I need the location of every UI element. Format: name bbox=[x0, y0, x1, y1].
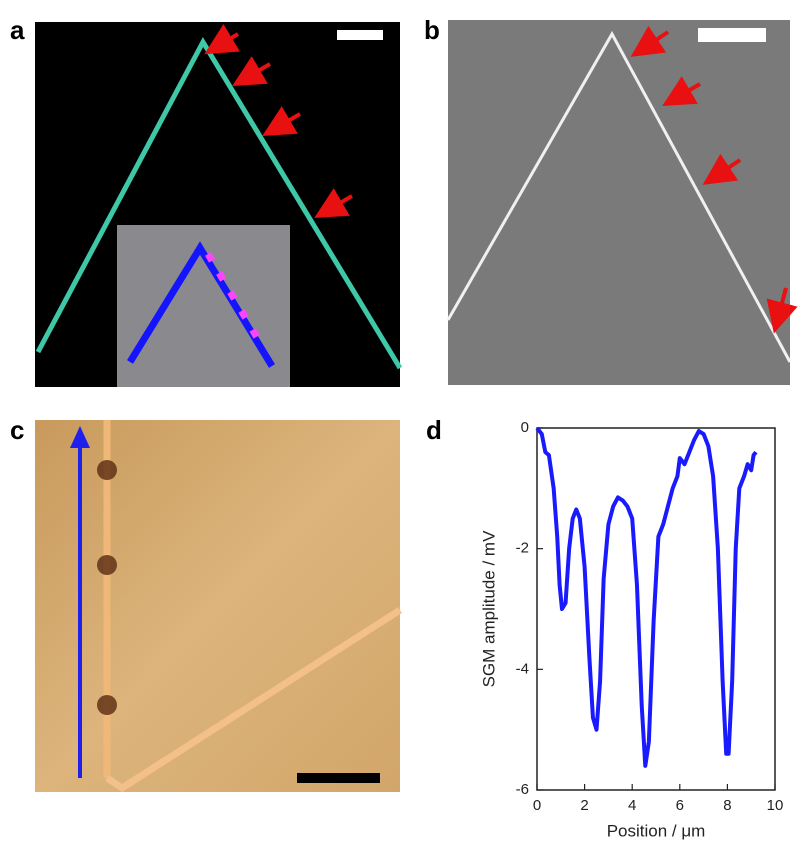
panel-c-image bbox=[35, 420, 402, 793]
x-tick-label: 4 bbox=[628, 797, 636, 814]
data-line bbox=[535, 426, 758, 768]
x-tick-label: 2 bbox=[580, 797, 588, 814]
y-axis-label: SGM amplitude / mV bbox=[479, 530, 498, 687]
panel-label: b bbox=[424, 15, 440, 45]
y-tick-label: -6 bbox=[516, 781, 529, 798]
plot-frame bbox=[536, 427, 776, 791]
panel-label: c bbox=[10, 415, 24, 445]
panel-b-image bbox=[446, 20, 798, 385]
y-tick-label: -4 bbox=[516, 660, 529, 677]
x-tick-label: 8 bbox=[723, 797, 731, 814]
x-tick-label: 10 bbox=[767, 797, 784, 814]
panel-label: a bbox=[10, 15, 25, 45]
y-tick-label: 0 bbox=[521, 419, 529, 436]
x-tick-label: 0 bbox=[533, 797, 541, 814]
x-axis-label: Position / μm bbox=[607, 821, 706, 840]
y-tick-label: -2 bbox=[516, 540, 529, 557]
x-tick-label: 6 bbox=[676, 797, 684, 814]
panel-a-image bbox=[35, 22, 403, 387]
panel-label: d bbox=[426, 415, 442, 445]
